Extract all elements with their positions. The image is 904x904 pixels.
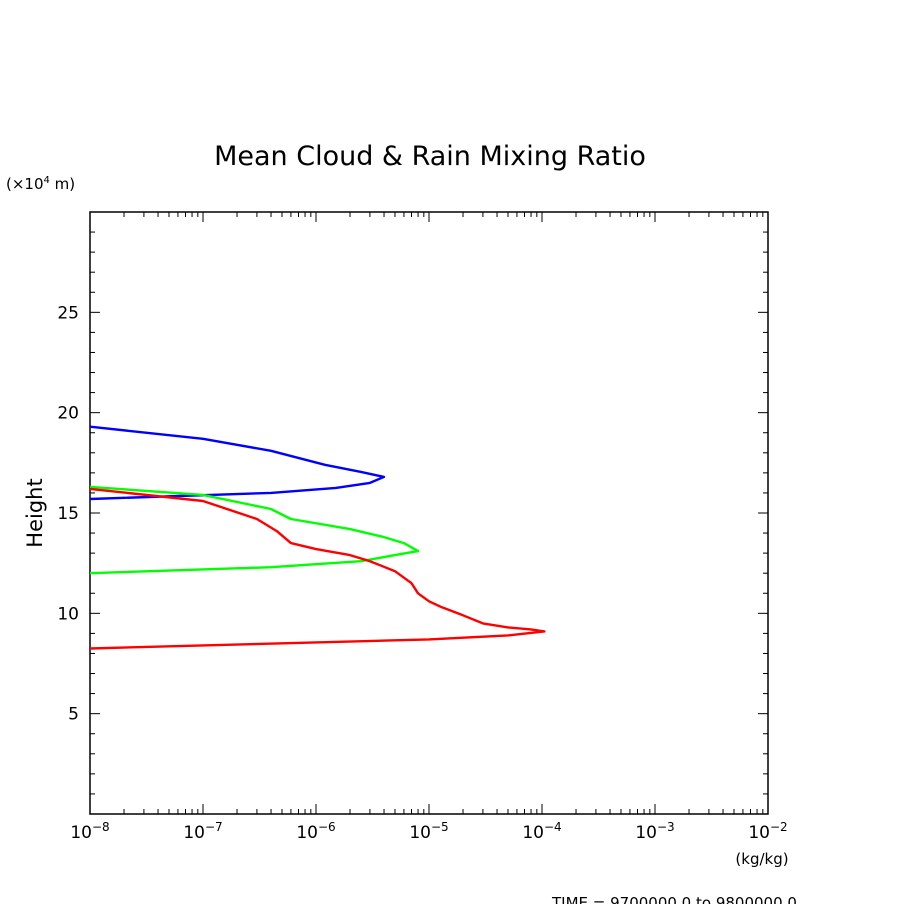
plot-frame bbox=[89, 211, 769, 815]
y-axis-unit-suffix: m) bbox=[50, 175, 75, 193]
x-tick-label-base: 10 bbox=[70, 823, 92, 843]
x-tick-label-base: 10 bbox=[522, 823, 544, 843]
series-line-2 bbox=[89, 485, 420, 575]
x-tick-label-exponent: −2 bbox=[770, 820, 788, 834]
series-line-1 bbox=[89, 425, 386, 501]
y-tick-label: 5 bbox=[68, 705, 79, 725]
series-line-3 bbox=[89, 487, 546, 650]
x-tick-label-exponent: −6 bbox=[318, 820, 336, 834]
x-tick-label-base: 10 bbox=[183, 823, 205, 843]
y-tick-labels: 5 10 15 20 25 bbox=[57, 303, 79, 724]
y-axis-unit-prefix: (×10 bbox=[6, 175, 44, 193]
x-tick-label-base: 10 bbox=[409, 823, 431, 843]
axis-ticks bbox=[89, 212, 768, 814]
x-tick-label-exponent: −4 bbox=[544, 820, 562, 834]
y-tick-label: 15 bbox=[57, 504, 79, 524]
footer-time-range: TIME = 9700000.0 to 9800000.0 bbox=[551, 894, 797, 904]
x-tick-labels: 10−8 10−7 10−6 10−5 10−4 10−3 10−2 bbox=[70, 820, 787, 843]
y-tick-label: 20 bbox=[57, 404, 79, 424]
x-tick-label-exponent: −8 bbox=[92, 820, 110, 834]
x-tick-label: 10−5 bbox=[409, 820, 448, 843]
x-tick-label-base: 10 bbox=[296, 823, 318, 843]
x-tick-label: 10−4 bbox=[522, 820, 561, 843]
series-layer bbox=[89, 425, 546, 650]
x-tick-label: 10−8 bbox=[70, 820, 109, 843]
x-tick-label: 10−7 bbox=[183, 820, 222, 843]
y-tick-label: 10 bbox=[57, 604, 79, 624]
x-tick-label-base: 10 bbox=[635, 823, 657, 843]
x-tick-label: 10−3 bbox=[635, 820, 674, 843]
y-axis-unit: (×104 m) bbox=[6, 175, 75, 193]
y-tick-label: 25 bbox=[57, 303, 79, 323]
x-tick-label: 10−6 bbox=[296, 820, 335, 843]
x-axis-label: (kg/kg) bbox=[735, 850, 788, 868]
chart-title: Mean Cloud & Rain Mixing Ratio bbox=[214, 141, 646, 172]
y-axis-label: Height bbox=[23, 478, 47, 547]
x-tick-label-exponent: −3 bbox=[657, 820, 675, 834]
x-tick-label-exponent: −5 bbox=[431, 820, 449, 834]
x-tick-label-exponent: −7 bbox=[205, 820, 223, 834]
x-tick-label: 10−2 bbox=[748, 820, 787, 843]
x-tick-label-base: 10 bbox=[748, 823, 770, 843]
y-axis-unit-exponent: 4 bbox=[44, 175, 50, 186]
